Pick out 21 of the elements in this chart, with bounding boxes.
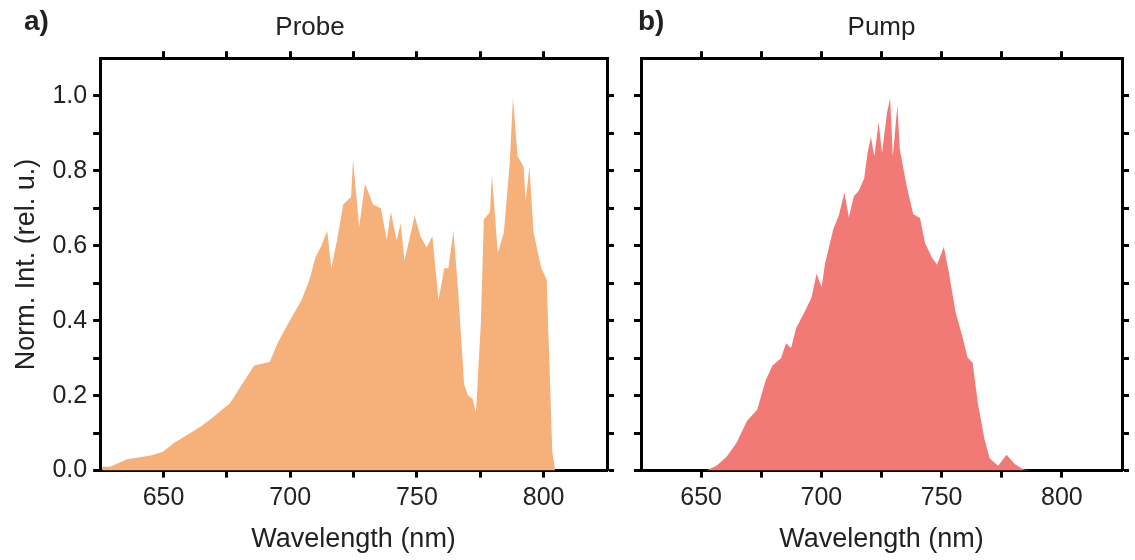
x-axis-title: Wavelength (nm) — [779, 523, 984, 554]
x-tick-label: 650 — [142, 482, 185, 511]
x-axis-title: Wavelength (nm) — [251, 523, 456, 554]
x-tick-label: 700 — [800, 482, 843, 511]
y-tick-label: 0.2 — [52, 379, 88, 408]
y-tick-label: 0.0 — [52, 454, 88, 483]
text: b) — [638, 4, 665, 36]
y-tick-label: 0.6 — [52, 229, 88, 258]
x-tick-label: 650 — [680, 482, 722, 511]
chart-title: Probe — [275, 10, 345, 41]
y-tick-label: 1.0 — [52, 79, 88, 108]
x-tick-label: 750 — [920, 482, 963, 511]
text: a) — [24, 4, 49, 36]
y-tick-label: 0.4 — [52, 304, 88, 333]
x-tick-label: 800 — [1041, 482, 1083, 511]
x-tick-label: 750 — [396, 482, 438, 511]
y-tick-label: 0.8 — [52, 154, 88, 183]
y-axis-title: Norm. Int. (rel. u.) — [9, 158, 40, 371]
chart-title: Pump — [847, 10, 916, 41]
x-tick-label: 800 — [522, 482, 565, 511]
x-tick-label: 700 — [269, 482, 312, 511]
